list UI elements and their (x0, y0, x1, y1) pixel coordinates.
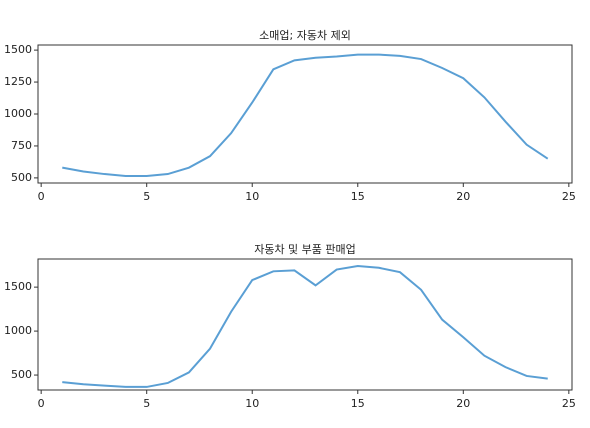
plot-frame (37, 44, 573, 184)
x-tick-label: 15 (351, 190, 365, 203)
x-tick-label: 15 (351, 397, 365, 410)
x-tick-label: 5 (143, 397, 150, 410)
plot-frame (37, 258, 573, 391)
x-tick-label: 25 (562, 397, 576, 410)
chart-title: 소매업; 자동차 제외 (259, 29, 351, 42)
y-tick-label: 1250 (4, 75, 32, 88)
x-tick-label: 0 (38, 190, 45, 203)
y-tick-label: 1000 (4, 107, 32, 120)
x-tick-label: 5 (143, 190, 150, 203)
x-tick-label: 0 (38, 397, 45, 410)
x-tick-label: 25 (562, 190, 576, 203)
x-tick-label: 10 (245, 190, 259, 203)
data-line (62, 265, 548, 388)
y-tick-label: 1000 (4, 324, 32, 337)
chart-title: 자동차 및 부품 판매업 (254, 243, 356, 256)
y-tick-label: 500 (11, 368, 32, 381)
x-tick-label: 20 (456, 190, 470, 203)
y-tick-label: 500 (11, 171, 32, 184)
y-tick-label: 1500 (4, 43, 32, 56)
x-tick-label: 10 (245, 397, 259, 410)
data-line (62, 53, 549, 177)
y-tick-label: 750 (11, 139, 32, 152)
y-tick-label: 1500 (4, 280, 32, 293)
x-tick-label: 20 (456, 397, 470, 410)
